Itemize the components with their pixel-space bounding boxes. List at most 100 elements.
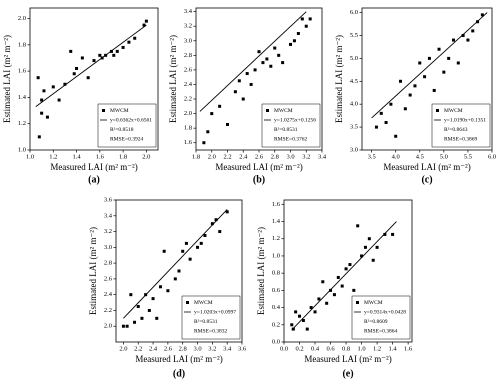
data-point bbox=[218, 104, 222, 108]
y-tick-label: 1.2 bbox=[18, 120, 26, 127]
x-axis-label: Measured LAI (m² m⁻²) bbox=[383, 162, 470, 172]
fit-line bbox=[199, 11, 307, 112]
x-tick-label: 1.0 bbox=[358, 345, 366, 352]
data-point bbox=[75, 66, 79, 70]
x-tick-label: 1.2 bbox=[373, 345, 381, 352]
data-point bbox=[69, 49, 73, 53]
annotation: R²=0.8609 bbox=[364, 319, 388, 325]
data-point bbox=[304, 24, 308, 28]
data-point bbox=[218, 230, 222, 234]
annotation: RMSE=0.3832 bbox=[194, 328, 227, 334]
legend-label: MWCM bbox=[444, 108, 463, 114]
data-point bbox=[158, 285, 162, 289]
data-point bbox=[437, 47, 441, 51]
data-point bbox=[214, 218, 218, 222]
x-axis-label: Measured LAI (m² m⁻²) bbox=[50, 162, 137, 172]
x-tick-label: 1.2 bbox=[49, 153, 57, 160]
data-point bbox=[269, 64, 273, 68]
x-tick-label: 3.4 bbox=[318, 153, 327, 160]
y-tick-label: 1.0 bbox=[272, 252, 280, 259]
data-point bbox=[374, 125, 378, 129]
x-tick-label: 1.6 bbox=[96, 153, 105, 160]
y-tick-label: 3.2 bbox=[104, 228, 112, 235]
y-tick-label: 3.0 bbox=[350, 146, 358, 153]
data-point bbox=[423, 75, 427, 79]
data-point bbox=[121, 45, 125, 49]
y-axis-label: Estimated LAI (m² m⁻²) bbox=[2, 35, 12, 123]
y-tick-label: 1.8 bbox=[18, 41, 26, 48]
y-tick-label: 0.0 bbox=[272, 338, 280, 345]
y-tick-label: 2.4 bbox=[184, 81, 193, 88]
data-point bbox=[261, 61, 265, 65]
data-point bbox=[313, 310, 317, 314]
x-tick-label: 3.2 bbox=[208, 345, 216, 352]
y-axis-label: Estimated LAI (m² m⁻²) bbox=[334, 35, 344, 123]
data-point bbox=[253, 68, 257, 72]
data-point bbox=[418, 61, 422, 65]
annotation: y=0.6362x+0.6561 bbox=[110, 117, 152, 123]
legend-box bbox=[431, 103, 491, 148]
y-tick-label: 0.6 bbox=[272, 287, 281, 294]
y-tick-label: 2.0 bbox=[18, 15, 26, 22]
x-tick-label: 3.2 bbox=[302, 153, 310, 160]
data-point bbox=[86, 76, 90, 80]
data-point bbox=[466, 38, 470, 42]
data-point bbox=[451, 38, 455, 42]
plot-frame bbox=[29, 7, 159, 151]
x-tick-label: 2.2 bbox=[134, 345, 142, 352]
x-tick-label: 3.5 bbox=[368, 153, 376, 160]
annotation: y=1.0203x+0.0997 bbox=[194, 309, 236, 315]
data-point bbox=[129, 293, 133, 297]
y-tick-label: 4.5 bbox=[350, 78, 358, 85]
data-point bbox=[371, 258, 375, 262]
y-tick-label: 0.8 bbox=[272, 270, 280, 277]
data-point bbox=[177, 269, 181, 273]
y-tick-label: 3.4 bbox=[184, 8, 193, 15]
y-tick-label: 5.0 bbox=[350, 55, 358, 62]
data-point bbox=[237, 79, 241, 83]
data-point bbox=[140, 316, 144, 320]
x-tick-label: 3.4 bbox=[223, 345, 232, 352]
y-tick-label: 3.5 bbox=[350, 124, 358, 131]
legend-box bbox=[97, 103, 157, 148]
data-point bbox=[121, 324, 125, 328]
panel-label: (e) bbox=[342, 368, 353, 379]
data-point bbox=[298, 314, 302, 318]
y-tick-label: 2.4 bbox=[104, 291, 113, 298]
annotation: RMSE=0.3924 bbox=[110, 136, 143, 142]
legend-label: MWCM bbox=[364, 300, 383, 306]
data-point bbox=[340, 284, 344, 288]
data-point bbox=[471, 29, 475, 33]
y-tick-label: 1.8 bbox=[184, 125, 192, 132]
x-tick-label: 2.0 bbox=[208, 153, 216, 160]
data-point bbox=[241, 97, 245, 101]
y-tick-label: 3.0 bbox=[184, 37, 192, 44]
data-point bbox=[352, 288, 356, 292]
x-tick-label: 1.0 bbox=[26, 153, 34, 160]
y-tick-label: 3.6 bbox=[104, 196, 113, 203]
y-tick-label: 0.2 bbox=[272, 321, 280, 328]
data-point bbox=[40, 111, 44, 115]
annotation: RMSE=0.3869 bbox=[444, 136, 477, 142]
plot-frame bbox=[115, 199, 243, 343]
legend-box bbox=[351, 295, 411, 340]
data-point bbox=[115, 49, 119, 53]
y-axis-label: Estimated LAI (m² m⁻²) bbox=[168, 35, 178, 123]
y-tick-label: 2.0 bbox=[184, 110, 192, 117]
data-point bbox=[57, 98, 61, 102]
data-point bbox=[321, 280, 325, 284]
x-tick-label: 2.8 bbox=[179, 345, 187, 352]
data-point bbox=[225, 210, 229, 214]
fit-line bbox=[35, 24, 147, 107]
data-point bbox=[42, 89, 46, 93]
data-point bbox=[136, 305, 140, 308]
data-point bbox=[151, 297, 155, 301]
x-tick-label: 0.0 bbox=[280, 345, 288, 352]
y-tick-label: 3.2 bbox=[184, 23, 192, 30]
x-tick-label: 0.4 bbox=[311, 345, 320, 352]
x-tick-label: 2.8 bbox=[271, 153, 279, 160]
legend-marker bbox=[436, 109, 439, 112]
x-tick-label: 0.2 bbox=[295, 345, 303, 352]
data-point bbox=[162, 249, 166, 253]
data-point bbox=[125, 324, 129, 328]
